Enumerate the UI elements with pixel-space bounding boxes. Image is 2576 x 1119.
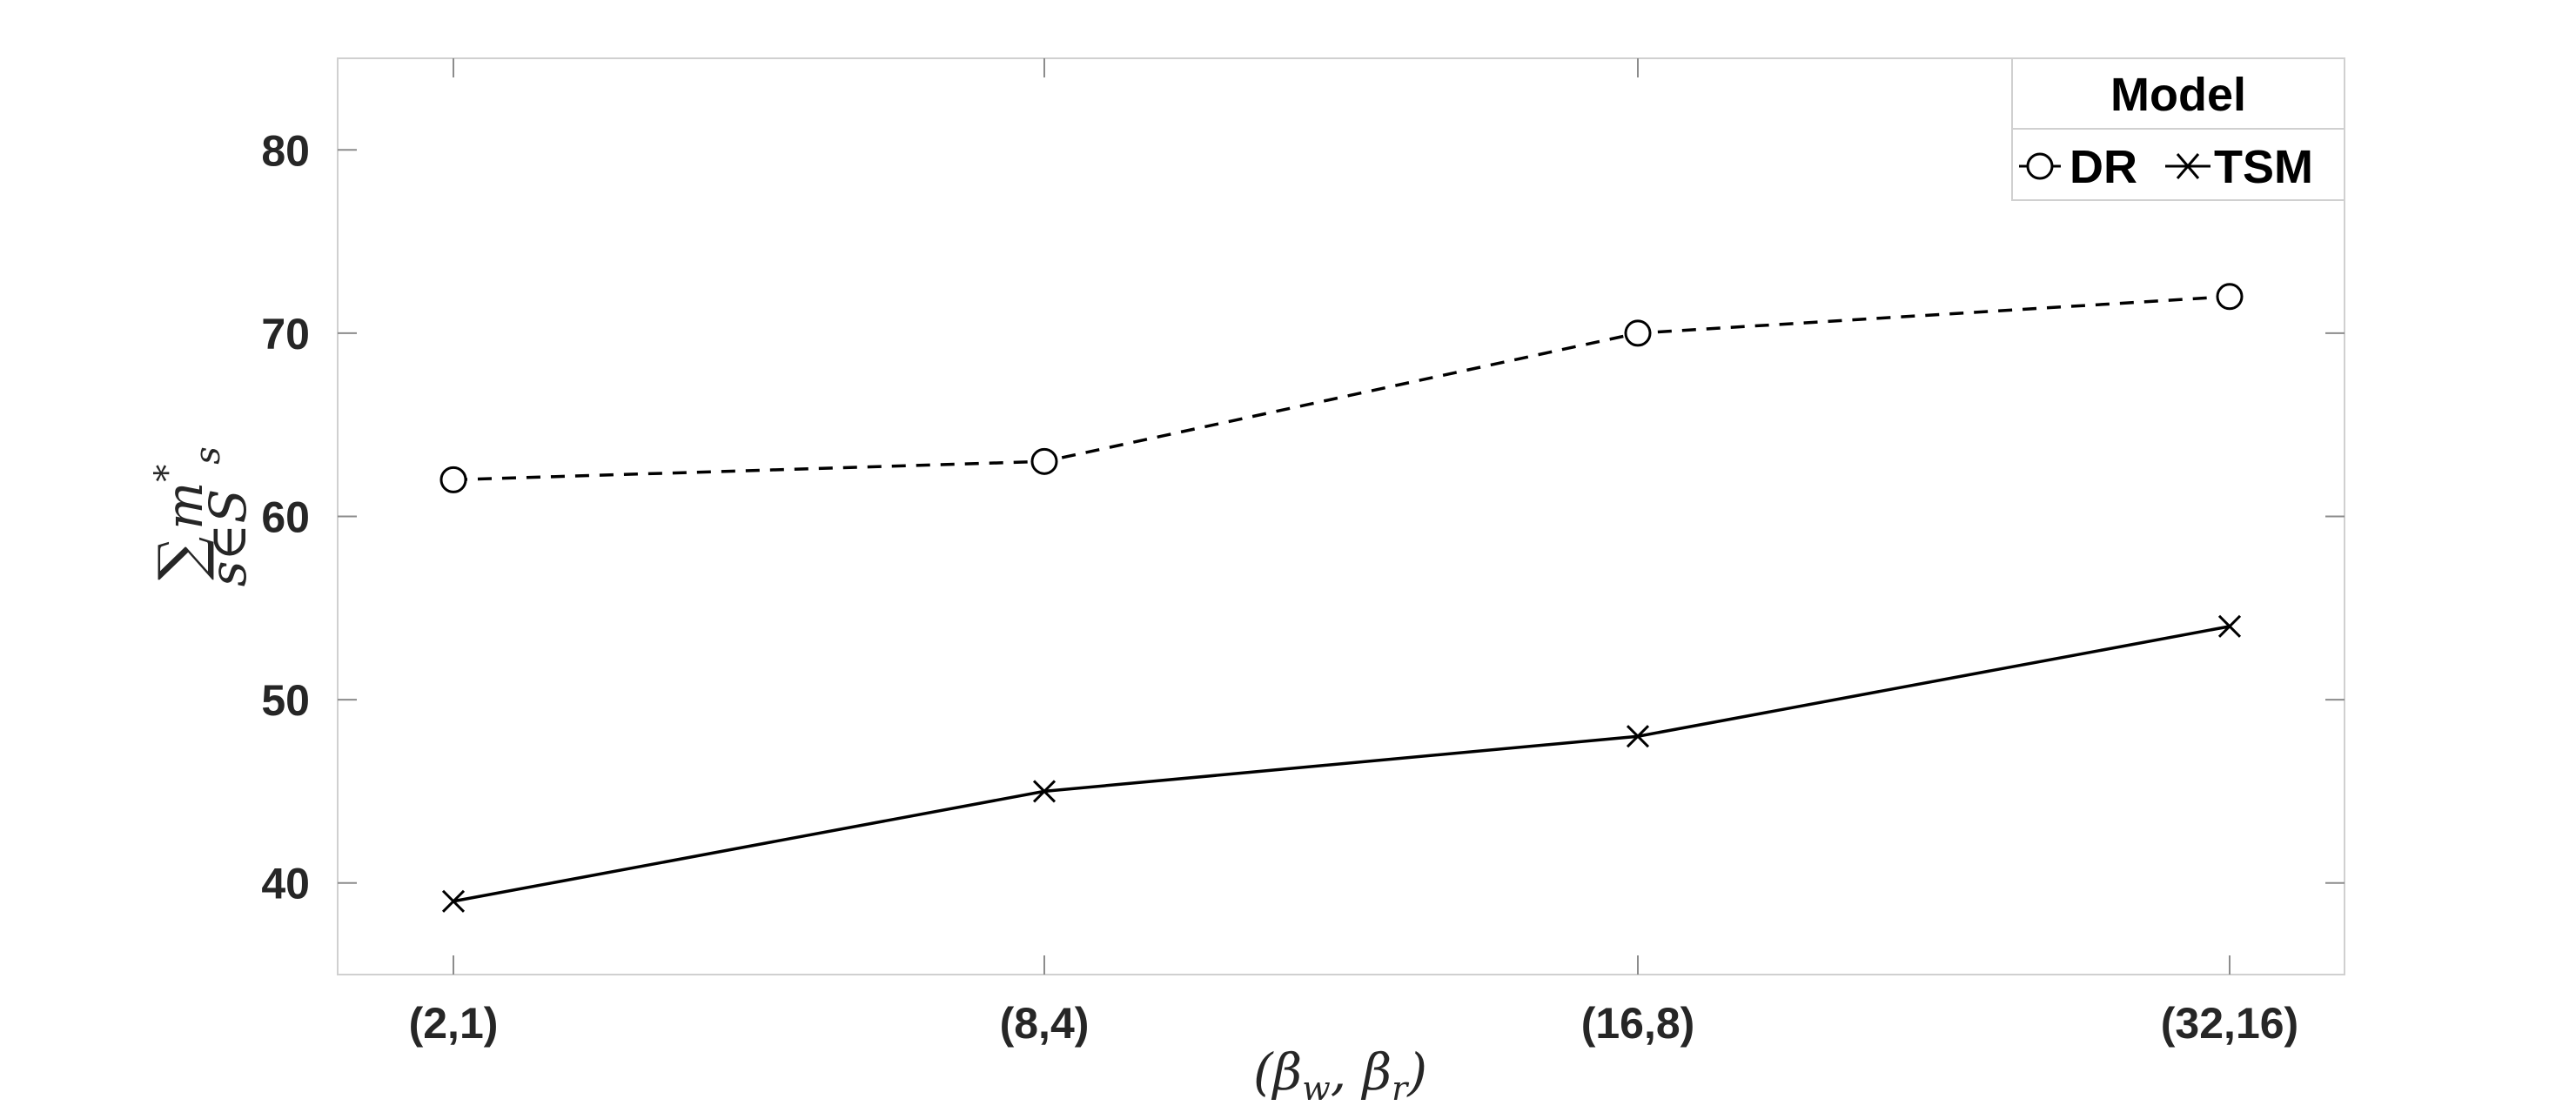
- y-axis-label: ∑ m*s s∈S: [145, 446, 258, 586]
- x-tick-label: (2,1): [409, 999, 499, 1048]
- series-markers: [439, 283, 2244, 913]
- legend-tsm-label: TSM: [2214, 141, 2313, 193]
- plot-area: [337, 57, 2345, 975]
- data-point-tsm: [2217, 614, 2242, 638]
- x-axis-label: (βw, βr): [1253, 1042, 1427, 1108]
- legend: Model DR TSM: [2011, 57, 2345, 201]
- y-tick-label: 50: [261, 676, 310, 725]
- legend-title: Model: [2110, 69, 2246, 121]
- y-label-var: m: [155, 482, 214, 530]
- data-point-dr: [1624, 319, 1652, 347]
- x-tick-label: (16,8): [1581, 999, 1695, 1048]
- series-line-dr: [453, 295, 2231, 482]
- y-label-sum: ∑: [145, 537, 217, 580]
- y-label-sup: *: [148, 465, 188, 482]
- x-label-mid: , β: [1331, 1042, 1392, 1102]
- series-lines: [453, 295, 2231, 903]
- y-tick-label: 80: [261, 126, 310, 175]
- legend-item-dr: DR: [2019, 141, 2137, 193]
- y-tick-label: 70: [261, 310, 310, 358]
- x-tick-label: (32,16): [2161, 999, 2298, 1048]
- y-tick-labels: 40 50 60 70 80: [261, 126, 310, 908]
- y-tick-label: 40: [261, 860, 310, 908]
- data-point-dr: [1030, 447, 1058, 475]
- x-label-main: β: [1271, 1042, 1303, 1102]
- data-point-tsm: [441, 889, 466, 913]
- x-label-sub1: w: [1302, 1069, 1331, 1108]
- axes-box: [337, 57, 2345, 975]
- data-point-dr: [2216, 283, 2244, 311]
- x-tick-label: (8,4): [1000, 999, 1090, 1048]
- svg-text:∑m*s: ∑ m*s: [145, 446, 228, 580]
- x-label-sub2: r: [1392, 1069, 1410, 1108]
- legend-dr-label: DR: [2070, 141, 2137, 193]
- legend-tsm-x-marker: [2176, 153, 2200, 179]
- y-label-varsub: s: [188, 446, 228, 465]
- legend-item-tsm: TSM: [2165, 141, 2313, 193]
- y-tick-label: 60: [261, 493, 310, 542]
- x-tick-labels: (2,1) (8,4) (16,8) (32,16): [409, 999, 2299, 1048]
- data-point-tsm: [1626, 725, 1650, 748]
- series-line-tsm: [453, 625, 2231, 903]
- y-label-sub: s∈S: [198, 489, 258, 586]
- data-point-tsm: [1032, 780, 1057, 803]
- data-point-dr: [439, 466, 467, 493]
- legend-dr-circle-marker: [2026, 152, 2054, 180]
